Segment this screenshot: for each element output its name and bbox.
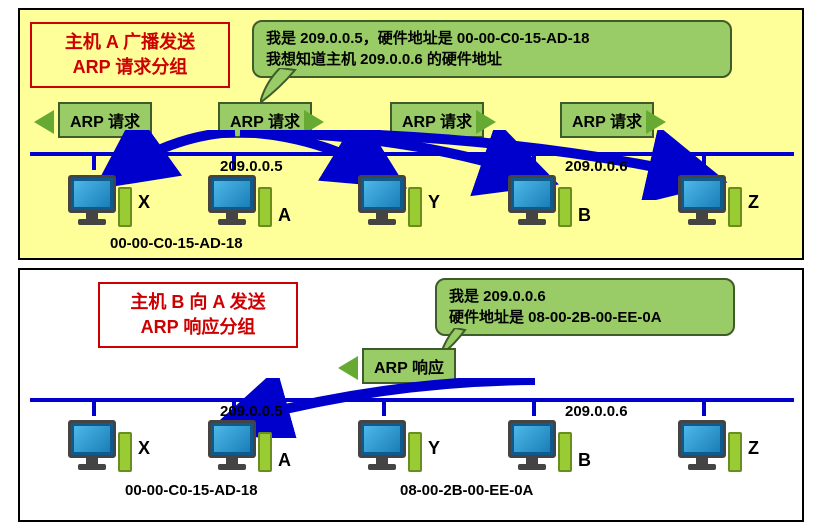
host-a-label: A — [278, 450, 291, 471]
host-z-label: Z — [748, 192, 759, 213]
bus-drop — [92, 398, 96, 416]
bus-drop — [532, 398, 536, 416]
host-b-ip: 209.0.0.6 — [565, 158, 628, 175]
arrow-right-icon — [304, 110, 324, 134]
host-b-mac: 08-00-2B-00-EE-0A — [400, 482, 533, 499]
arrow-right-icon — [476, 110, 496, 134]
host-b — [508, 420, 573, 472]
arrow-left-icon — [338, 356, 358, 380]
host-a — [208, 420, 273, 472]
host-x-label: X — [138, 438, 150, 459]
host-x — [68, 175, 133, 227]
arp-response-panel: 主机 B 向 A 发送ARP 响应分组 我是 209.0.0.6硬件地址是 08… — [18, 268, 804, 522]
host-a — [208, 175, 273, 227]
host-a-mac: 00-00-C0-15-AD-18 — [125, 482, 258, 499]
host-y — [358, 420, 423, 472]
host-b-label: B — [578, 205, 591, 226]
host-y-label: Y — [428, 438, 440, 459]
host-x-label: X — [138, 192, 150, 213]
arp-req-1: ARP 请求 — [58, 102, 152, 138]
host-a-ip: 209.0.0.5 — [220, 158, 283, 175]
host-b — [508, 175, 573, 227]
request-title: 主机 A 广播发送ARP 请求分组 — [30, 22, 230, 88]
bus-drop — [532, 152, 536, 170]
bus-drop — [382, 398, 386, 416]
network-bus — [30, 398, 794, 402]
host-a-ip: 209.0.0.5 — [220, 403, 283, 420]
response-title: 主机 B 向 A 发送ARP 响应分组 — [98, 282, 298, 348]
host-b-ip: 209.0.0.6 — [565, 403, 628, 420]
arp-req-2: ARP 请求 — [218, 102, 312, 138]
host-z-label: Z — [748, 438, 759, 459]
arp-req-3: ARP 请求 — [390, 102, 484, 138]
host-x — [68, 420, 133, 472]
bus-drop — [92, 152, 96, 170]
bus-drop — [702, 152, 706, 170]
host-y — [358, 175, 423, 227]
host-z — [678, 175, 743, 227]
arrow-right-icon — [646, 110, 666, 134]
arp-req-4: ARP 请求 — [560, 102, 654, 138]
host-b-label: B — [578, 450, 591, 471]
host-a-label: A — [278, 205, 291, 226]
host-a-mac: 00-00-C0-15-AD-18 — [110, 235, 243, 252]
host-z — [678, 420, 743, 472]
host-y-label: Y — [428, 192, 440, 213]
network-bus — [30, 152, 794, 156]
arp-request-panel: 主机 A 广播发送ARP 请求分组 我是 209.0.0.5，硬件地址是 00-… — [18, 8, 804, 260]
request-bubble: 我是 209.0.0.5，硬件地址是 00-00-C0-15-AD-18我想知道… — [252, 20, 732, 78]
arp-resp: ARP 响应 — [362, 348, 456, 384]
arrow-left-icon — [34, 110, 54, 134]
bus-drop — [382, 152, 386, 170]
response-bubble: 我是 209.0.0.6硬件地址是 08-00-2B-00-EE-0A — [435, 278, 735, 336]
bus-drop — [702, 398, 706, 416]
